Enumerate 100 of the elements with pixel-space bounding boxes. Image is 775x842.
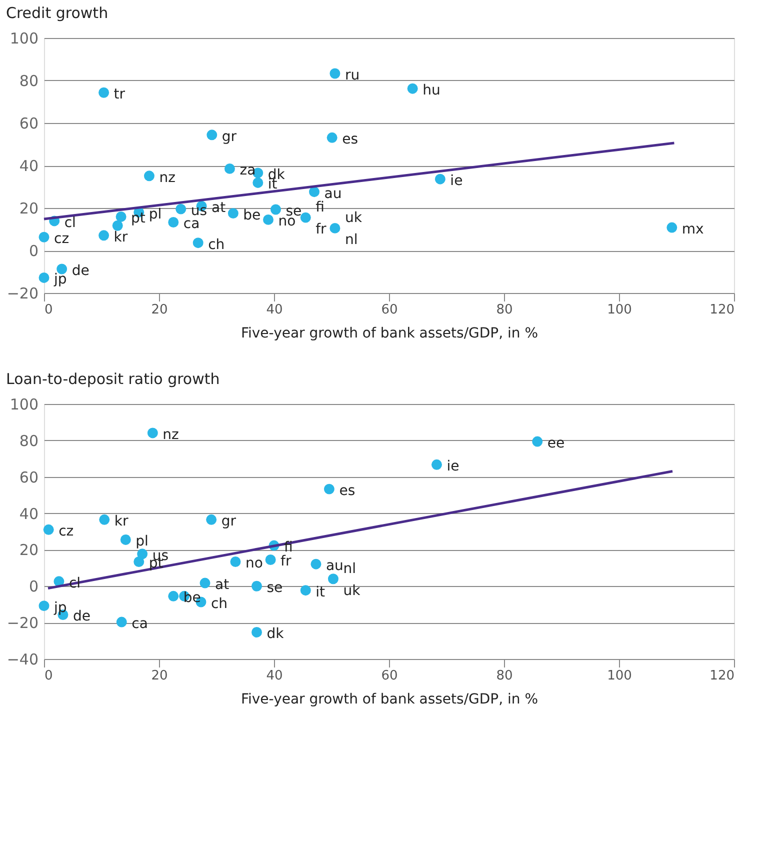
x-tick-label: 20 <box>151 302 168 318</box>
y-tick-label: 80 <box>19 432 38 450</box>
annotation: uk <box>344 210 363 226</box>
annotation: cl <box>64 214 76 231</box>
annotation: uk <box>343 582 362 599</box>
point <box>300 212 311 223</box>
point <box>270 204 281 215</box>
point <box>532 436 543 447</box>
annotation: ch <box>210 596 228 612</box>
point <box>98 230 110 241</box>
annotation: jp <box>53 600 67 616</box>
annotation: fr <box>280 554 292 570</box>
point <box>116 211 126 222</box>
x-tick-label: 20 <box>151 668 168 684</box>
point <box>328 574 338 584</box>
annotation: dk <box>266 626 285 642</box>
x-axis-title: Five-year growth of bank assets/GDP, in % <box>240 692 538 708</box>
x-tick-label: 120 <box>710 302 734 318</box>
annotation: it <box>316 584 326 600</box>
annotation: pt <box>131 210 146 227</box>
y-tick-label: −20 <box>6 614 38 632</box>
point <box>300 585 311 596</box>
annotation: se <box>266 580 283 596</box>
point <box>252 580 262 592</box>
annotation: ca <box>132 616 148 632</box>
chart-title: Loan-to-deposit ratio growth <box>6 370 220 388</box>
point <box>168 590 179 602</box>
point <box>666 222 678 233</box>
point <box>310 558 322 570</box>
annotation: hu <box>422 82 440 99</box>
point <box>431 459 442 470</box>
annotation: kr <box>114 514 128 530</box>
point <box>263 214 274 225</box>
annotation: cl <box>68 575 81 592</box>
annotation: de <box>72 262 90 279</box>
annotation: kr <box>114 229 128 246</box>
point <box>192 238 204 248</box>
annotation: at <box>212 200 226 216</box>
annotation: nz <box>162 426 179 443</box>
annotation: ca <box>183 216 200 232</box>
point <box>200 578 210 588</box>
x-tick-label: 0 <box>44 668 53 684</box>
annotation: jp <box>53 272 67 288</box>
annotation: fi <box>316 200 324 216</box>
annotation: no <box>245 556 263 572</box>
y-tick-label: −40 <box>6 650 38 668</box>
annotation: fi <box>284 540 293 556</box>
annotation: au <box>324 186 342 202</box>
x-tick-label: 60 <box>381 668 398 684</box>
x-tick-label: 60 <box>381 302 398 318</box>
point <box>99 514 110 525</box>
annotation: ie <box>450 173 463 190</box>
y-tick-label: 40 <box>19 504 38 523</box>
x-tick-label: 40 <box>266 668 283 684</box>
annotation: nz <box>159 170 176 186</box>
chart-title: Credit growth <box>6 4 108 22</box>
y-tick-label: 60 <box>19 114 38 132</box>
annotation: de <box>72 608 90 625</box>
x-axis-title: Five-year growth of bank assets/GDP, in % <box>240 326 538 342</box>
y-tick-label: 80 <box>19 72 38 90</box>
point <box>206 514 217 525</box>
point <box>112 220 123 231</box>
annotation: es <box>342 132 358 148</box>
point <box>147 428 158 438</box>
x-tick-label: 80 <box>496 302 513 318</box>
point <box>252 177 264 188</box>
x-tick-label: 100 <box>607 668 632 684</box>
point <box>252 626 262 638</box>
annotation: ru <box>344 67 360 84</box>
y-tick-label: 60 <box>19 468 38 486</box>
annotation: gr <box>222 128 237 145</box>
y-tick-label: 20 <box>19 200 38 218</box>
annotation: nl <box>344 232 358 248</box>
annotation: ch <box>208 236 225 253</box>
x-tick-label: 120 <box>710 668 734 684</box>
point <box>326 132 338 143</box>
y-tick-label: 100 <box>10 396 38 414</box>
annotation: ee <box>547 436 565 452</box>
point <box>224 163 235 174</box>
annotation: nl <box>343 560 356 577</box>
annotation: es <box>339 483 356 500</box>
annotation: cz <box>58 524 74 540</box>
annotation: cz <box>54 231 70 248</box>
x-tick-label: 80 <box>496 668 513 684</box>
point <box>120 534 131 545</box>
y-tick-label: 100 <box>10 30 38 48</box>
annotation: pl <box>148 206 162 222</box>
point <box>134 556 144 567</box>
point <box>324 484 334 494</box>
point <box>330 68 340 79</box>
annotation: fr <box>316 222 327 238</box>
point <box>206 130 218 140</box>
annotation: mx <box>682 222 704 238</box>
x-tick-label: 100 <box>607 302 632 318</box>
annotation: ie <box>446 458 460 475</box>
point <box>228 208 238 219</box>
point <box>116 616 127 628</box>
point <box>330 222 340 234</box>
y-tick-label: 0 <box>28 578 38 596</box>
point <box>38 232 50 242</box>
